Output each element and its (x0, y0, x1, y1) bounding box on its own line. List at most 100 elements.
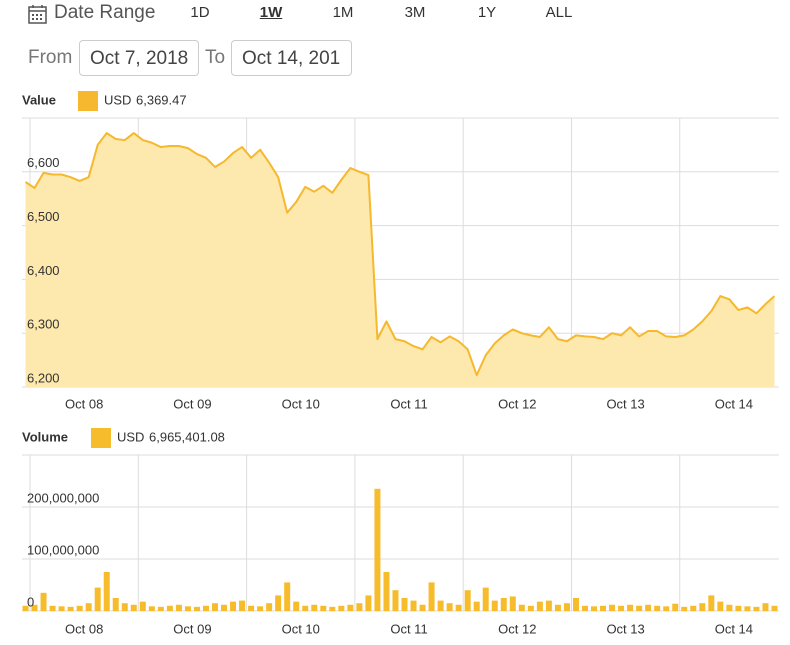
volume-bar (347, 604, 354, 611)
x-tick-label: Oct 08 (65, 621, 103, 636)
legend-swatch (78, 91, 98, 111)
volume-bar (338, 605, 345, 611)
legend-title: Value (22, 92, 56, 107)
volume-bar (482, 587, 489, 611)
volume-bar (609, 604, 616, 611)
x-tick-label: Oct 11 (390, 621, 427, 636)
volume-bar (230, 601, 237, 611)
range-button[interactable]: 1D (190, 4, 210, 21)
volume-bar (437, 600, 444, 611)
volume-bar (717, 601, 724, 611)
volume-bar (221, 604, 228, 611)
volume-bar (762, 603, 769, 611)
volume-bar (130, 604, 137, 611)
range-button[interactable]: 1Y (477, 4, 497, 21)
volume-bar (94, 587, 101, 611)
volume-bar (410, 600, 417, 611)
legend-title: Volume (22, 429, 68, 444)
volume-bar (257, 606, 264, 611)
x-tick-label: Oct 14 (715, 621, 753, 636)
x-tick-label: Oct 13 (606, 621, 644, 636)
volume-bar (121, 603, 128, 611)
range-button[interactable]: 1W (259, 4, 283, 21)
volume-bar (572, 598, 579, 611)
volume-bar (157, 606, 164, 611)
y-tick-label: 200,000,000 (27, 490, 99, 505)
y-tick-label: 100,000,000 (27, 542, 99, 557)
volume-bar (581, 605, 588, 611)
volume-bar (239, 600, 246, 611)
range-button[interactable]: 3M (404, 4, 426, 21)
volume-bar (356, 603, 363, 611)
from-input[interactable]: Oct 7, 2018 (79, 40, 199, 76)
volume-bar (473, 601, 480, 611)
volume-bar (690, 605, 697, 611)
x-tick-label: Oct 12 (498, 621, 536, 636)
volume-bar (49, 605, 56, 611)
volume-bar (67, 606, 74, 611)
volume-bar (311, 604, 318, 611)
volume-bar (753, 606, 760, 611)
volume-bar (636, 605, 643, 611)
y-tick-label: 6,400 (27, 263, 60, 278)
volume-bar (302, 605, 309, 611)
volume-bar (708, 595, 715, 611)
volume-bar (139, 601, 146, 611)
volume-bar (184, 606, 191, 611)
volume-bar (76, 605, 83, 611)
y-tick-label: 6,200 (27, 370, 60, 385)
volume-bar (202, 605, 209, 611)
volume-bar (166, 605, 173, 611)
volume-bar (455, 604, 462, 611)
volume-bar (726, 604, 733, 611)
volume-bar (103, 572, 110, 611)
to-label: To (205, 47, 226, 68)
price-line (24, 132, 776, 377)
x-tick-label: Oct 10 (282, 621, 320, 636)
x-tick-label: Oct 09 (173, 396, 211, 411)
volume-bar (320, 605, 327, 611)
volume-bar (771, 605, 778, 611)
volume-bar (85, 603, 92, 611)
volume-bar (31, 604, 38, 611)
volume-bar (527, 605, 534, 611)
legend-name: USD (104, 92, 131, 107)
volume-bar (699, 603, 706, 611)
x-tick-label: Oct 13 (606, 396, 644, 411)
y-tick-label: 0 (27, 594, 34, 609)
volume-bar (248, 605, 255, 611)
volume-bar (401, 598, 408, 611)
x-tick-label: Oct 11 (390, 396, 427, 411)
volume-bar (419, 604, 426, 611)
volume-bar (148, 606, 155, 611)
volume-bar (618, 605, 625, 611)
x-tick-label: Oct 08 (65, 396, 103, 411)
volume-bar (663, 606, 670, 611)
from-label: From (28, 47, 73, 68)
legend-value: 6,965,401.08 (149, 429, 225, 444)
volume-bar (500, 598, 507, 611)
volume-bar (446, 603, 453, 611)
legend-swatch (91, 428, 111, 448)
volume-bar (536, 601, 543, 611)
volume-bar (591, 606, 598, 611)
range-button[interactable]: ALL (545, 4, 573, 21)
x-tick-label: Oct 09 (173, 621, 211, 636)
y-tick-label: 6,500 (27, 209, 60, 224)
volume-bar (545, 600, 552, 611)
x-tick-label: Oct 12 (498, 396, 536, 411)
volume-bar (58, 606, 65, 611)
range-button[interactable]: 1M (332, 4, 354, 21)
volume-bar (491, 600, 498, 611)
volume-bar (428, 582, 435, 611)
volume-bar (654, 605, 661, 611)
volume-bar (509, 596, 516, 611)
volume-bar (212, 603, 219, 611)
volume-bar (563, 603, 570, 611)
to-input[interactable]: Oct 14, 201 (231, 40, 352, 76)
volume-bar (672, 603, 679, 611)
volume-bar (600, 605, 607, 611)
x-tick-label: Oct 10 (282, 396, 320, 411)
